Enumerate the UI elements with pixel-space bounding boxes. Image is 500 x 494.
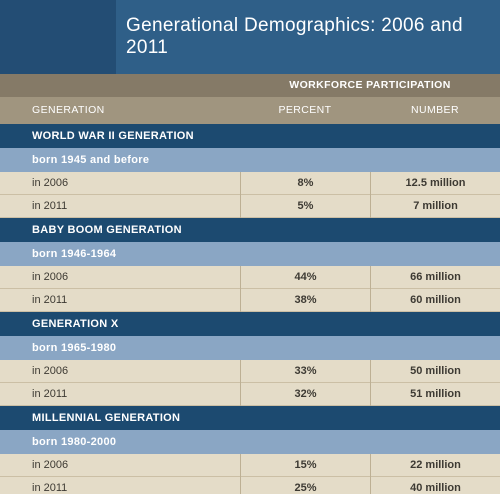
percent-cell: 32% [240,383,370,406]
born-range-row: born 1980-2000 [0,430,500,454]
born-range: born 1965-1980 [32,342,117,354]
percent-cell: 25% [240,477,370,494]
workforce-header-row: WORKFORCE PARTICIPATION [0,74,500,97]
number-cell: 22 million [370,454,500,477]
number-cell: 60 million [370,289,500,312]
percent-cell: 5% [240,195,370,218]
year-label: in 2011 [32,200,68,212]
table-header-banner: Generational Demographics: 2006 and 2011 [0,0,500,74]
number-cell: 50 million [370,360,500,383]
year-label: in 2006 [32,177,69,189]
number-cell: 12.5 million [370,172,500,195]
number-cell: 40 million [370,477,500,494]
year-label: in 2011 [32,482,68,494]
table-row: in 2011 38% 60 million [0,289,500,312]
table-row: in 2011 25% 40 million [0,477,500,494]
column-header-row: GENERATION PERCENT NUMBER [0,97,500,124]
year-label: in 2006 [32,365,69,377]
page-title: Generational Demographics: 2006 and 2011 [126,15,463,58]
percent-cell: 44% [240,266,370,289]
generation-row: MILLENNIAL GENERATION [0,406,500,430]
table-row: in 2011 5% 7 million [0,195,500,218]
header-title-block: Generational Demographics: 2006 and 2011 [116,0,500,74]
table-row: in 2006 44% 66 million [0,266,500,289]
generation-name: MILLENNIAL GENERATION [32,412,181,424]
column-header-number: NUMBER [411,104,459,116]
generation-row: BABY BOOM GENERATION [0,218,500,242]
column-header-generation: GENERATION [32,104,105,116]
generation-name: GENERATION X [32,318,119,330]
born-range-row: born 1946-1964 [0,242,500,266]
year-label: in 2006 [32,459,69,471]
born-range: born 1980-2000 [32,436,117,448]
generation-name: WORLD WAR II GENERATION [32,130,194,142]
header-accent-block [0,0,116,74]
born-range-row: born 1945 and before [0,148,500,172]
table-row: in 2006 33% 50 million [0,360,500,383]
born-range: born 1946-1964 [32,248,117,260]
generation-name: BABY BOOM GENERATION [32,224,182,236]
column-header-percent: PERCENT [278,104,332,116]
number-cell: 51 million [370,383,500,406]
demographics-table: WORKFORCE PARTICIPATION GENERATION PERCE… [0,74,500,494]
generation-row: GENERATION X [0,312,500,336]
year-label: in 2011 [32,294,68,306]
percent-cell: 15% [240,454,370,477]
number-cell: 7 million [370,195,500,218]
table-row: in 2006 15% 22 million [0,454,500,477]
percent-cell: 33% [240,360,370,383]
year-label: in 2006 [32,271,69,283]
workforce-participation-label: WORKFORCE PARTICIPATION [289,79,451,91]
number-cell: 66 million [370,266,500,289]
table-row: in 2006 8% 12.5 million [0,172,500,195]
year-label: in 2011 [32,388,68,400]
percent-cell: 38% [240,289,370,312]
born-range-row: born 1965-1980 [0,336,500,360]
born-range: born 1945 and before [32,154,150,166]
table-row: in 2011 32% 51 million [0,383,500,406]
generation-row: WORLD WAR II GENERATION [0,124,500,148]
percent-cell: 8% [240,172,370,195]
